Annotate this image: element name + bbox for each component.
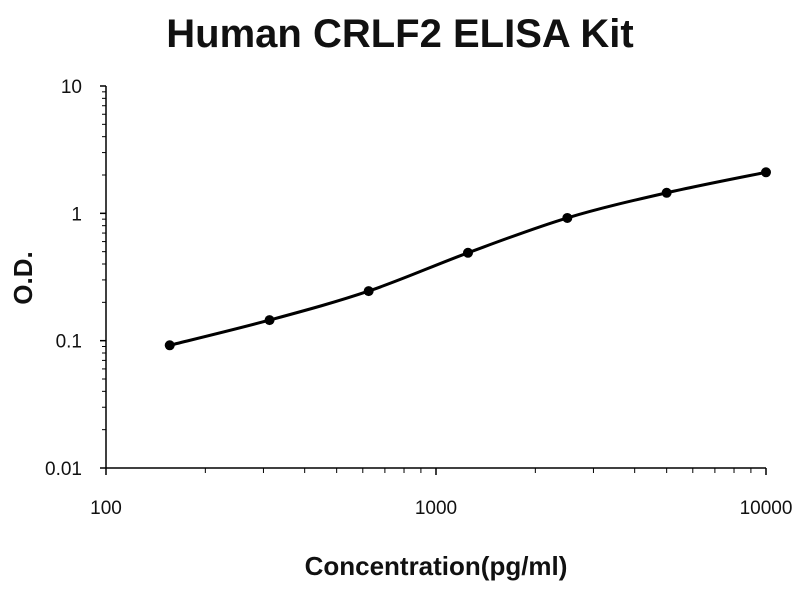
y-tick-label: 0.1 bbox=[56, 332, 82, 353]
x-tick-label: 1000 bbox=[415, 498, 457, 519]
y-tick-label: 10 bbox=[61, 77, 82, 98]
data-point bbox=[661, 187, 672, 198]
data-point bbox=[264, 315, 275, 326]
data-point bbox=[462, 247, 473, 258]
x-axis-label: Concentration(pg/ml) bbox=[305, 551, 568, 581]
x-tick-label: 10000 bbox=[740, 498, 793, 519]
data-point bbox=[761, 167, 771, 178]
data-point bbox=[562, 212, 573, 223]
data-points bbox=[164, 167, 771, 351]
fit-curve bbox=[169, 170, 767, 347]
chart-title: Human CRLF2 ELISA Kit bbox=[166, 12, 634, 56]
y-tick-label: 1 bbox=[71, 204, 82, 225]
y-tick-label: 0.01 bbox=[45, 459, 82, 480]
axes bbox=[105, 86, 766, 469]
x-tick-label: 100 bbox=[90, 498, 122, 519]
data-point bbox=[164, 340, 175, 351]
ticks: 0.01 0.1 1 10 100 1000 10000 bbox=[45, 77, 792, 519]
data-point bbox=[363, 286, 374, 297]
y-axis-label: O.D. bbox=[8, 251, 38, 304]
